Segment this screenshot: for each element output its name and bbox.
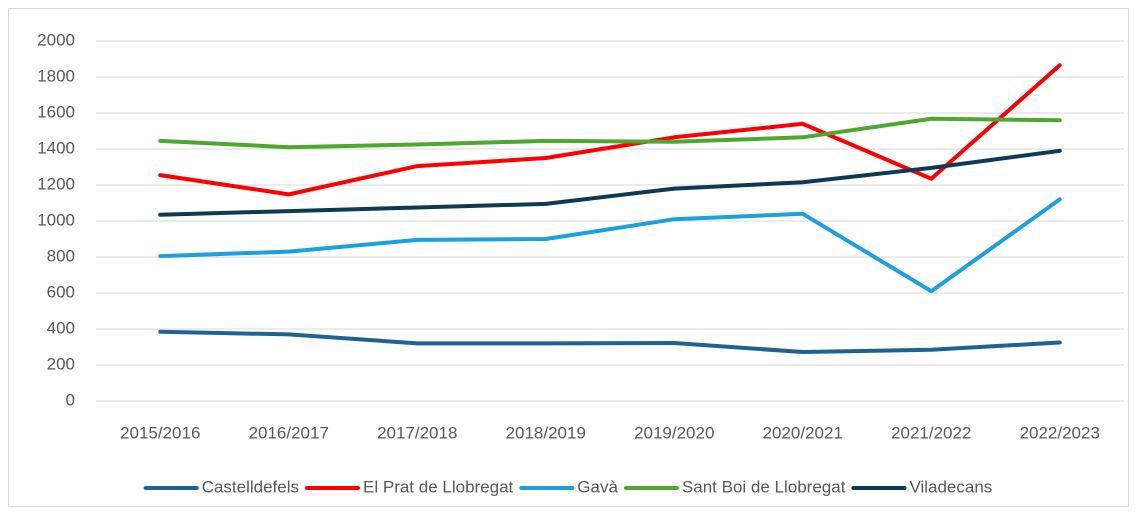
legend-label: Sant Boi de Llobregat xyxy=(682,477,846,496)
y-tick-label: 800 xyxy=(47,246,75,265)
legend-label: Viladecans xyxy=(909,477,992,496)
x-tick-label: 2022/2023 xyxy=(1020,423,1100,442)
legend-label: Castelldefels xyxy=(202,477,299,496)
series-line xyxy=(158,329,1062,355)
y-tick-label: 1200 xyxy=(37,174,75,193)
y-tick-label: 200 xyxy=(47,354,75,373)
x-tick-label: 2017/2018 xyxy=(377,423,457,442)
y-tick-label: 0 xyxy=(66,390,75,409)
series-line xyxy=(158,148,1062,217)
y-tick-label: 600 xyxy=(47,282,75,301)
x-tick-label: 2015/2016 xyxy=(120,423,200,442)
series-line xyxy=(158,116,1062,150)
y-tick-label: 1000 xyxy=(37,210,75,229)
legend-label: Gavà xyxy=(577,477,618,496)
y-tick-label: 2000 xyxy=(37,30,75,49)
x-tick-label: 2020/2021 xyxy=(763,423,843,442)
x-tick-label: 2019/2020 xyxy=(634,423,714,442)
y-tick-label: 1400 xyxy=(37,138,75,157)
y-tick-label: 400 xyxy=(47,318,75,337)
y-tick-label: 1600 xyxy=(37,102,75,121)
x-tick-label: 2018/2019 xyxy=(506,423,586,442)
legend-label: El Prat de Llobregat xyxy=(363,477,514,496)
series-line xyxy=(158,197,1062,294)
x-tick-label: 2016/2017 xyxy=(249,423,329,442)
x-tick-label: 2021/2022 xyxy=(891,423,971,442)
y-tick-label: 1800 xyxy=(37,66,75,85)
